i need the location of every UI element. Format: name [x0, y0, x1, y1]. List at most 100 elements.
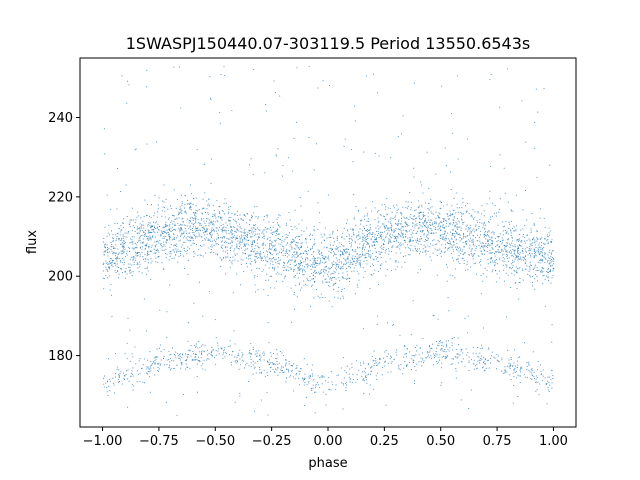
data-point [287, 368, 289, 370]
data-point [507, 349, 509, 351]
data-point [258, 359, 260, 360]
data-point [512, 248, 514, 250]
data-point [211, 227, 213, 229]
data-point [150, 258, 152, 260]
data-point [548, 381, 550, 383]
data-point [361, 254, 363, 256]
data-point [182, 217, 184, 219]
data-point [319, 297, 321, 299]
data-point [458, 233, 460, 235]
data-point [230, 225, 232, 227]
data-point [366, 382, 368, 384]
data-point [335, 254, 337, 256]
data-point [146, 236, 147, 237]
data-point [289, 263, 291, 265]
data-point [154, 374, 156, 376]
data-point [505, 253, 507, 255]
data-point [180, 107, 182, 109]
data-point [253, 251, 255, 253]
data-point [413, 360, 415, 362]
data-point [424, 215, 426, 217]
data-point [234, 343, 236, 345]
data-point [233, 250, 235, 252]
data-point [348, 373, 350, 375]
data-point [306, 252, 307, 254]
data-point [400, 223, 402, 224]
data-point [544, 254, 546, 256]
data-point [237, 218, 239, 220]
data-point [209, 232, 210, 234]
data-point [470, 359, 472, 361]
data-point [518, 375, 520, 377]
data-point [126, 236, 128, 238]
data-point [444, 358, 446, 360]
data-point [390, 217, 392, 219]
data-point [517, 239, 519, 240]
data-point [354, 241, 356, 243]
data-point [149, 351, 151, 353]
data-point [217, 345, 219, 347]
data-point [126, 102, 128, 104]
data-point [284, 276, 286, 278]
data-point [251, 246, 253, 248]
data-point [417, 206, 419, 208]
data-point [321, 261, 323, 263]
data-point [402, 115, 404, 117]
data-point [327, 273, 328, 275]
data-point [183, 247, 185, 249]
data-point [200, 218, 202, 220]
data-point [551, 341, 553, 343]
data-point [414, 383, 415, 384]
data-point [426, 221, 428, 223]
data-point [123, 372, 125, 374]
data-point [397, 261, 399, 263]
data-point [551, 250, 553, 252]
data-point [547, 241, 549, 243]
data-point [353, 233, 355, 235]
data-point [483, 357, 485, 358]
data-point [160, 234, 162, 236]
data-point [151, 226, 153, 228]
data-point [298, 247, 300, 249]
data-point [536, 267, 538, 269]
data-point [510, 209, 512, 211]
data-point [170, 253, 172, 255]
data-point [487, 234, 488, 236]
data-point [257, 275, 258, 277]
data-point [410, 229, 412, 231]
data-point [230, 220, 231, 222]
data-point [468, 247, 470, 249]
data-point [459, 263, 461, 264]
data-point [348, 376, 350, 378]
data-point [106, 247, 108, 248]
data-point [507, 68, 509, 70]
data-point [440, 226, 442, 228]
data-point [549, 234, 551, 236]
data-point [242, 259, 244, 261]
data-point [207, 204, 209, 206]
data-point [116, 366, 118, 368]
data-point [123, 245, 125, 247]
data-point [321, 253, 323, 255]
data-point [467, 235, 469, 236]
data-point [209, 291, 210, 293]
data-point [401, 234, 403, 236]
data-point [397, 235, 399, 237]
data-point [394, 231, 395, 233]
data-point [438, 357, 440, 359]
data-point [336, 238, 338, 240]
data-point [193, 256, 195, 257]
data-point [433, 239, 435, 241]
data-point [376, 241, 378, 242]
data-point [294, 209, 296, 211]
data-point [154, 363, 156, 365]
data-point [381, 263, 383, 265]
data-point [384, 250, 386, 252]
data-point [255, 253, 257, 255]
data-point [513, 274, 515, 276]
data-point [144, 247, 146, 249]
data-point [277, 217, 279, 219]
data-point [406, 364, 408, 366]
data-point [208, 225, 210, 227]
data-point [301, 265, 303, 267]
